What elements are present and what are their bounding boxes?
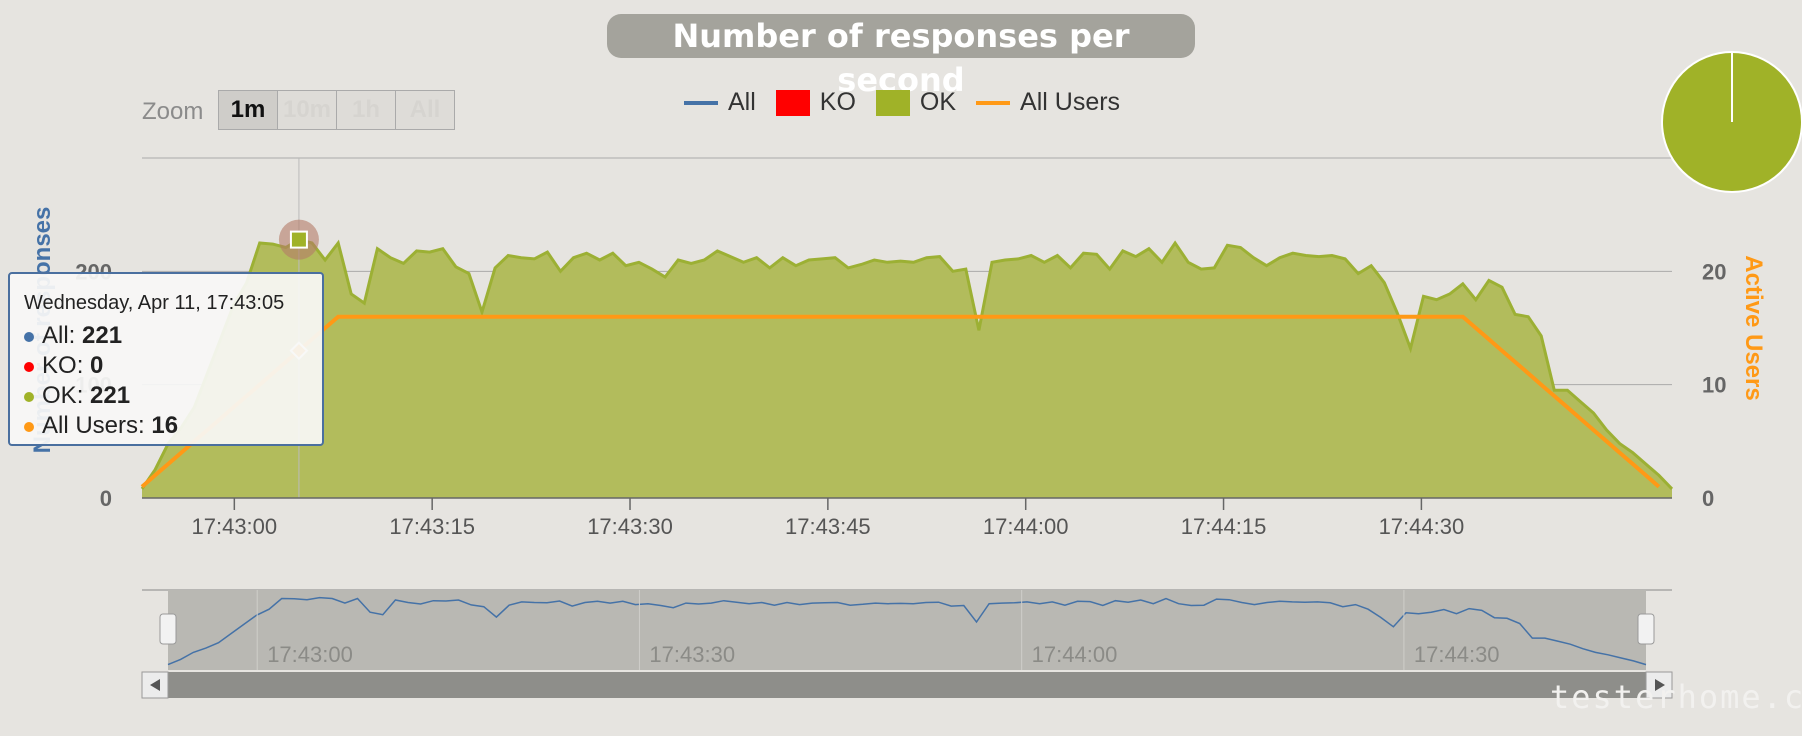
x-tick-label: 17:44:00 (983, 514, 1069, 539)
x-tick-label: 17:43:15 (389, 514, 475, 539)
scrollbar-track (142, 672, 1672, 698)
legend-item-ko[interactable]: KO (775, 88, 856, 117)
zoom-1m-button[interactable]: 1m (219, 91, 278, 129)
tooltip-row-all: All: 221 (24, 321, 322, 351)
zoom-1h-button[interactable]: 1h (337, 91, 396, 129)
legend-label: All (728, 88, 756, 116)
chart-title: Number of responses per second (607, 14, 1195, 99)
y2-tick-label: 10 (1702, 373, 1726, 398)
x-tick-label: 17:43:45 (785, 514, 871, 539)
tooltip-row-ko: KO: 0 (24, 351, 322, 381)
tooltip-row-ok: OK: 221 (24, 381, 322, 411)
scroll-left-arrow-icon (150, 679, 160, 691)
all-users-line (140, 314, 1661, 489)
chart-legend: All KO OK All Users (684, 88, 1140, 117)
x-tick-label: 17:43:30 (587, 514, 673, 539)
hover-ok-marker (289, 230, 308, 249)
navigator-series-line (167, 596, 1647, 666)
legend-item-ok[interactable]: OK (875, 88, 957, 117)
all-series-line (140, 237, 1674, 490)
legend-item-all-users[interactable]: All Users (976, 88, 1120, 117)
y2-axis-title: Active Users (1740, 255, 1767, 400)
scrollbar-left-button (141, 671, 169, 699)
zoom-10m-button[interactable]: 10m (278, 91, 337, 129)
legend-label: All Users (1020, 88, 1121, 116)
navigator-left-handle (159, 613, 177, 645)
navigator-tick-label: 17:44:00 (1032, 642, 1118, 667)
y2-tick-label: 20 (1702, 259, 1726, 284)
zoom-all-button[interactable]: All (396, 91, 454, 129)
legend-line-icon (684, 100, 718, 105)
y2-tick-label: 0 (1702, 486, 1714, 511)
legend-box-icon (775, 89, 810, 116)
scroll-right-arrow-icon (1655, 679, 1665, 691)
x-tick-label: 17:43:00 (192, 514, 278, 539)
zoom-label: Zoom (142, 98, 204, 125)
x-tick-label: 17:44:30 (1379, 514, 1465, 539)
tooltip-header: Wednesday, Apr 11, 17:43:05 (24, 292, 285, 314)
chart-tooltip: Wednesday, Apr 11, 17:43:05 All: 221 KO:… (8, 272, 324, 446)
tooltip-row-all-users: All Users: 16 (24, 411, 322, 441)
navigator-right-handle (1637, 613, 1655, 645)
x-tick-label: 17:44:15 (1181, 514, 1267, 539)
legend-line-icon (976, 100, 1011, 105)
legend-item-all[interactable]: All (684, 88, 756, 117)
legend-box-icon (875, 89, 910, 116)
navigator-tick-label: 17:43:00 (267, 642, 353, 667)
navigator-tick-label: 17:43:30 (649, 642, 735, 667)
ok-area (142, 239, 1672, 498)
legend-label: OK (919, 88, 957, 116)
navigator-tick-label: 17:44:30 (1414, 642, 1500, 667)
watermark: testerhome.com (1550, 678, 1802, 716)
legend-label: KO (819, 88, 856, 116)
y-tick-label: 0 (100, 486, 112, 511)
